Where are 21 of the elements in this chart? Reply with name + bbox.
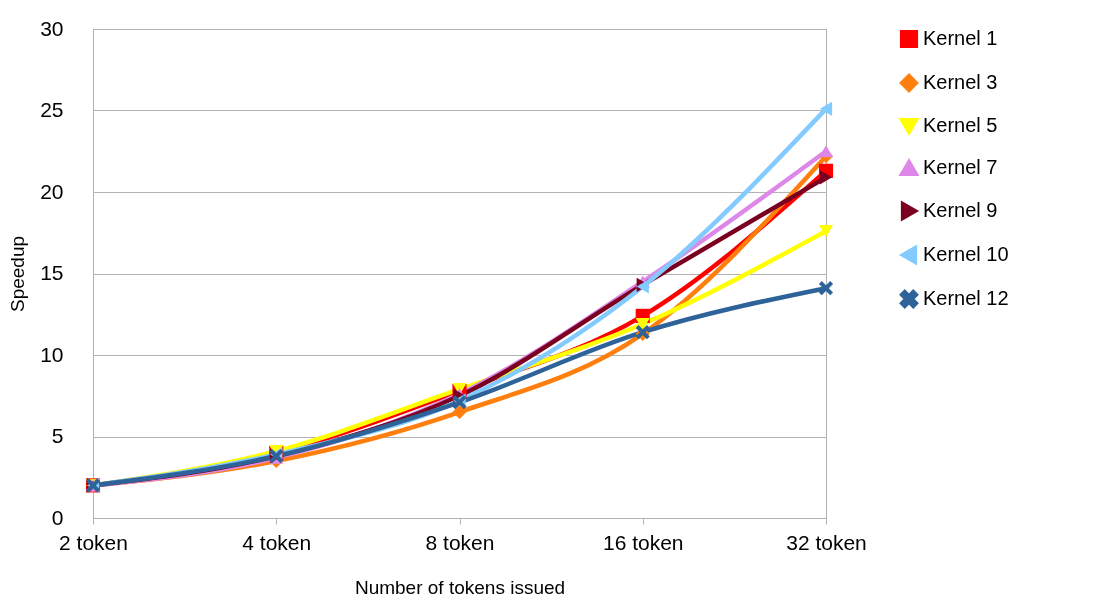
- y-tick-label: 10: [40, 342, 64, 366]
- y-tick-label: 20: [40, 179, 64, 203]
- legend-label: Kernel 7: [923, 156, 998, 178]
- legend-label: Kernel 3: [923, 71, 998, 93]
- y-tick-label: 15: [40, 261, 64, 284]
- y-tick-label: 25: [40, 98, 64, 121]
- legend-label: Kernel 10: [923, 243, 1009, 265]
- x-tick-label: 32 token: [786, 530, 867, 554]
- legend-label: Kernel 9: [923, 199, 998, 221]
- x-tick-label: 16 token: [602, 530, 684, 554]
- y-tick-label: 0: [51, 505, 64, 529]
- y-tick-label: 5: [51, 424, 64, 447]
- x-axis-title: Number of tokens issued: [354, 576, 566, 598]
- x-tick-label: 8 token: [425, 530, 495, 554]
- y-axis-title: Speedup: [7, 235, 29, 313]
- legend-label: Kernel 1: [923, 27, 998, 49]
- x-tick-label: 2 token: [59, 530, 128, 554]
- y-tick-label: 30: [40, 16, 64, 40]
- legend-label: Kernel 5: [923, 114, 998, 136]
- legend-label: Kernel 12: [923, 287, 1009, 309]
- x-tick-label: 4 token: [242, 530, 312, 554]
